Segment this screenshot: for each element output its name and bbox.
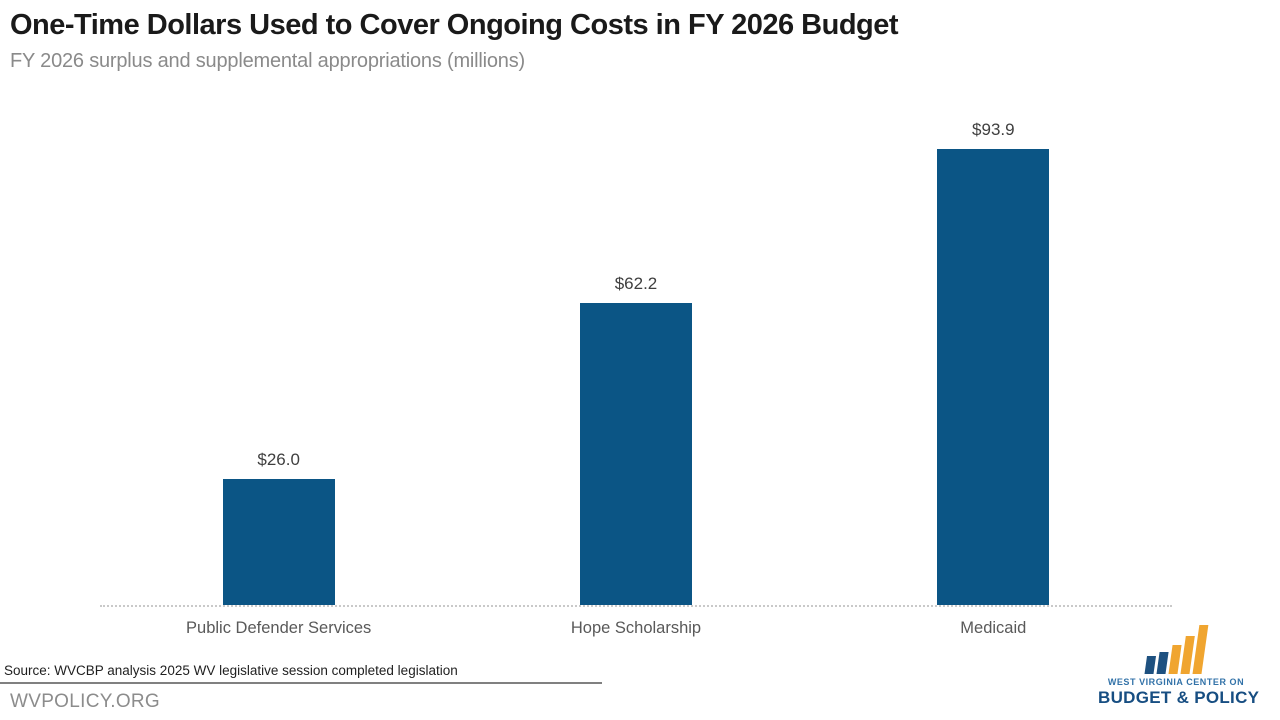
chart-subtitle: FY 2026 surplus and supplemental appropr…: [10, 49, 525, 72]
logo-bar-gold: [1191, 625, 1208, 674]
bar: [222, 479, 335, 605]
source-note: Source: WVCBP analysis 2025 WV legislati…: [4, 663, 458, 678]
source-divider-line: [0, 682, 602, 684]
bar-value-label: $26.0: [257, 450, 300, 469]
bar-group: $93.9 Medicaid: [815, 120, 1172, 637]
x-axis-label: Medicaid: [960, 619, 1027, 637]
logo-bar-blue: [1143, 656, 1156, 674]
logo-org-name: WEST VIRGINIA CENTER ON: [1107, 677, 1245, 687]
bar: [579, 303, 692, 605]
wvcbp-logo: WEST VIRGINIA CENTER ON BUDGET & POLICY: [1098, 624, 1260, 708]
bar-group: $26.0 Public Defender Services: [100, 120, 457, 637]
bar: [937, 149, 1050, 605]
x-axis-line: [100, 605, 1172, 607]
bar-chart: $26.0 Public Defender Services $62.2 Hope S…: [100, 120, 1172, 637]
website-text: WVPOLICY.ORG: [10, 691, 161, 712]
logo-bars-icon: [1094, 624, 1257, 674]
x-axis-label: Hope Scholarship: [570, 619, 702, 637]
x-axis-label: Public Defender Services: [186, 619, 372, 637]
bar-value-label: $62.2: [614, 274, 658, 293]
logo-bar-blue: [1155, 652, 1169, 674]
bar-value-label: $93.9: [972, 120, 1015, 139]
chart-header: One-Time Dollars Used to Cover Ongoing C…: [10, 8, 1210, 73]
logo-org-name-bold: BUDGET & POLICY: [1098, 688, 1260, 707]
chart-title: One-Time Dollars Used to Cover Ongoing C…: [10, 9, 899, 41]
bar-chart-plot-area: $26.0 Public Defender Services $62.2 Hope S…: [100, 120, 1172, 637]
bar-group: $62.2 Hope Scholarship: [457, 120, 814, 637]
logo-bar-gold: [1167, 645, 1182, 674]
